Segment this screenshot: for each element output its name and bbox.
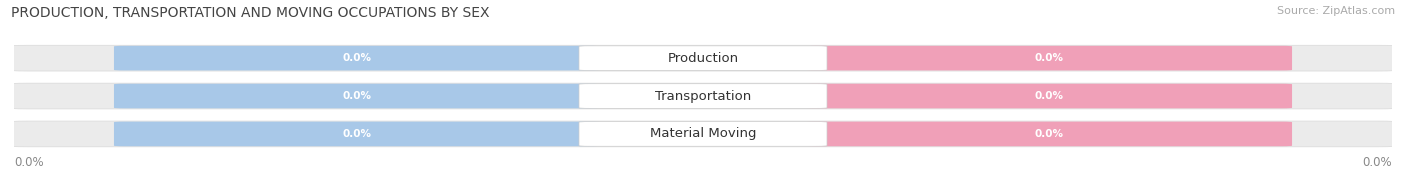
- FancyBboxPatch shape: [579, 122, 827, 146]
- Text: 0.0%: 0.0%: [342, 91, 371, 101]
- Text: 0.0%: 0.0%: [14, 156, 44, 169]
- Text: PRODUCTION, TRANSPORTATION AND MOVING OCCUPATIONS BY SEX: PRODUCTION, TRANSPORTATION AND MOVING OC…: [11, 6, 489, 20]
- FancyBboxPatch shape: [7, 45, 1399, 71]
- FancyBboxPatch shape: [114, 84, 599, 108]
- Text: 0.0%: 0.0%: [1035, 129, 1064, 139]
- Text: 0.0%: 0.0%: [342, 53, 371, 63]
- Text: Material Moving: Material Moving: [650, 127, 756, 140]
- Text: Source: ZipAtlas.com: Source: ZipAtlas.com: [1277, 6, 1395, 16]
- FancyBboxPatch shape: [114, 122, 599, 146]
- FancyBboxPatch shape: [7, 121, 1399, 147]
- Legend: Male, Female: Male, Female: [640, 194, 766, 196]
- Text: 0.0%: 0.0%: [1035, 53, 1064, 63]
- Text: Production: Production: [668, 52, 738, 65]
- Text: 0.0%: 0.0%: [1035, 91, 1064, 101]
- FancyBboxPatch shape: [807, 46, 1292, 71]
- Text: Transportation: Transportation: [655, 90, 751, 103]
- Text: 0.0%: 0.0%: [342, 129, 371, 139]
- FancyBboxPatch shape: [807, 84, 1292, 108]
- FancyBboxPatch shape: [807, 122, 1292, 146]
- FancyBboxPatch shape: [579, 46, 827, 71]
- Text: 0.0%: 0.0%: [1362, 156, 1392, 169]
- FancyBboxPatch shape: [114, 46, 599, 71]
- FancyBboxPatch shape: [7, 83, 1399, 109]
- FancyBboxPatch shape: [579, 84, 827, 108]
